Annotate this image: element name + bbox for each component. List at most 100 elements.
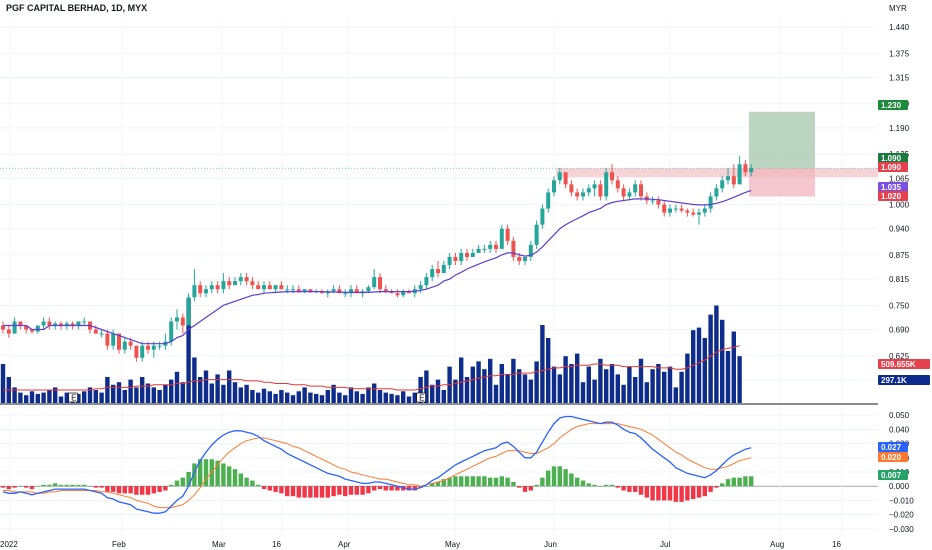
macd-tick-label: 0.050 [889,411,910,420]
candle-body [296,289,301,292]
macd-histogram-bar [122,486,127,494]
macd-histogram-bar [499,476,504,487]
volume-bar [511,358,516,403]
candle-body [204,289,208,294]
volume-bar [296,391,301,403]
volume-bar [41,392,46,403]
macd-value-label-bg [878,442,908,452]
volume-bar [691,330,696,403]
candle-body [383,289,388,292]
macd-histogram-bar [464,476,470,487]
macd-histogram-bar [696,486,702,498]
volume-bar [389,393,394,403]
volume-bar [122,390,127,403]
macd-histogram-bar [198,459,203,487]
macd-histogram-bar [0,486,6,488]
volume-bar [580,382,586,403]
entry-price-label-bg [878,162,908,172]
candle-body [668,208,672,213]
volume-bar [540,325,545,403]
volume-bar [412,392,417,403]
macd-histogram-bar [395,486,400,491]
candle-body [540,208,545,225]
price-tick-label: 1.190 [889,124,910,133]
candle-body [169,321,174,342]
macd-histogram-bar [401,486,406,491]
candle-body [662,204,667,213]
macd-tick-label: 0.000 [889,482,910,491]
macd-histogram-bar [505,477,510,487]
volume-bar [563,356,568,403]
macd-histogram-bar [99,486,104,488]
volume-bar [517,369,522,403]
volume-bar [505,374,510,403]
macd-histogram-bar [18,486,23,487]
macd-histogram-bar [105,486,110,492]
macd-histogram-bar [134,486,139,495]
ema-line [3,189,752,345]
macd-histogram-bar [35,486,40,487]
macd-histogram-bar [29,486,35,490]
volume-bar [151,387,156,403]
volume-bar [308,392,313,403]
macd-histogram-bar [476,476,481,487]
macd-histogram-bar [557,466,562,487]
macd-histogram-bar [140,486,145,495]
candle-body [105,333,110,346]
macd-histogram-bar [383,486,388,491]
volume-bar [192,357,197,403]
candle-body [215,285,220,290]
candle-body [592,184,597,189]
macd-histogram-bar [203,459,209,487]
candle-body [151,345,156,350]
volume-bar [673,387,678,403]
macd-histogram-bar [650,486,655,501]
candle-body [24,325,29,330]
volume-bar [337,392,342,403]
candle-body [244,277,249,282]
volume-bar [285,392,290,403]
position-tool[interactable] [0,111,878,197]
volume-bar [163,384,168,403]
ema-price-label-bg [878,182,908,192]
candle-body [650,200,655,202]
volume-bar [488,358,493,403]
volume-bar [256,392,261,403]
macd-histogram-bar [609,484,615,487]
volume-label: 297.1K [881,376,907,385]
candle-body [18,321,23,326]
earnings-marker-label: E [419,394,424,403]
candle-body [192,285,197,298]
candle-body [633,184,638,193]
volume-bar [493,384,499,403]
macd-histogram-bar [93,486,98,488]
volume-bar [186,299,191,403]
macd-histogram-bar [377,486,383,490]
volume-bar [522,374,528,403]
macd-histogram-bar [441,479,446,487]
candle-body [401,291,406,296]
candle-body [122,341,127,350]
macd-histogram-bar [337,486,342,495]
macd-histogram-bar [540,477,545,487]
macd-histogram-bar [615,486,620,488]
macd-histogram-bar [586,483,591,487]
chart-title: PGF CAPITAL BERHAD, 1D, MYX [6,3,147,13]
volume-bar [331,384,336,403]
macd-histogram-bar [702,486,707,497]
time-tick-label: 16 [832,540,841,549]
volume-label-bg [878,375,930,385]
candle-body [140,345,145,358]
macd-tick-label: 0.040 [889,425,910,434]
macd-histogram-bar [41,484,46,487]
candle-body [476,248,481,253]
macd-histogram-bar [250,480,255,487]
macd-histogram-bar [128,486,133,494]
macd-histogram-bar [737,477,742,487]
macd-histogram-bar [604,484,609,487]
candles [1,156,754,362]
volume-bar [395,395,400,403]
candle-body [639,184,643,197]
price-tick-label: 1.315 [889,73,910,82]
